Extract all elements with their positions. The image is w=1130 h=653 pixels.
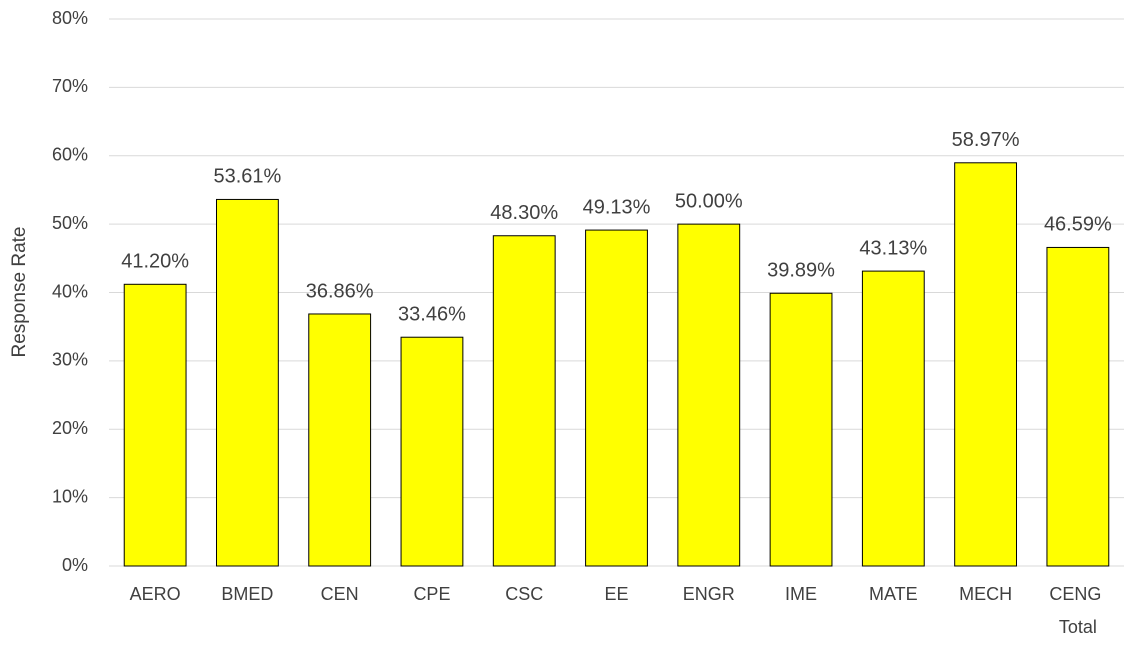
y-tick-label: 70%	[52, 76, 88, 96]
bar	[585, 229, 648, 567]
y-tick-label: 20%	[52, 418, 88, 438]
value-label: 33.46%	[398, 303, 466, 325]
value-label: 46.59%	[1044, 214, 1112, 236]
y-tick-label: 80%	[52, 8, 88, 28]
bar	[400, 336, 464, 567]
bar	[677, 223, 741, 567]
y-tick-label: 60%	[52, 145, 88, 165]
y-tick-label: 50%	[52, 213, 88, 233]
value-label: 41.20%	[121, 251, 189, 273]
x-tick-label: CPE	[413, 584, 450, 604]
bar	[861, 270, 925, 567]
x-tick-label: CEN	[321, 584, 359, 604]
x-tick-label: ENGR	[683, 584, 735, 604]
bar	[954, 162, 1018, 567]
value-label: 39.89%	[767, 260, 835, 282]
y-tick-label: 40%	[52, 281, 88, 301]
x-tick-label: BMED	[221, 584, 273, 604]
bar	[123, 283, 187, 567]
value-label: 58.97%	[952, 129, 1020, 151]
x-tick-label: CENG Total	[1049, 584, 1106, 637]
y-axis-title: Response Rate	[9, 227, 30, 358]
y-tick-label: 30%	[52, 350, 88, 370]
x-tick-label: IME	[785, 584, 817, 604]
value-label: 53.61%	[213, 166, 281, 188]
x-tick-label: CSC	[505, 584, 543, 604]
x-tick-label: MECH	[959, 584, 1012, 604]
y-tick-label: 10%	[52, 486, 88, 506]
x-tick-label: EE	[604, 584, 628, 604]
value-label: 49.13%	[583, 196, 651, 218]
bar	[308, 313, 372, 567]
y-tick-label: 0%	[62, 555, 88, 575]
bar	[769, 292, 833, 567]
x-tick-label: AERO	[130, 584, 181, 604]
value-label: 43.13%	[859, 237, 927, 259]
value-label: 50.00%	[675, 190, 743, 212]
bar	[1046, 246, 1110, 567]
bar	[215, 198, 279, 567]
value-label: 36.86%	[306, 280, 374, 302]
value-label: 48.30%	[490, 202, 558, 224]
bar	[492, 235, 556, 567]
x-tick-label: MATE	[869, 584, 918, 604]
